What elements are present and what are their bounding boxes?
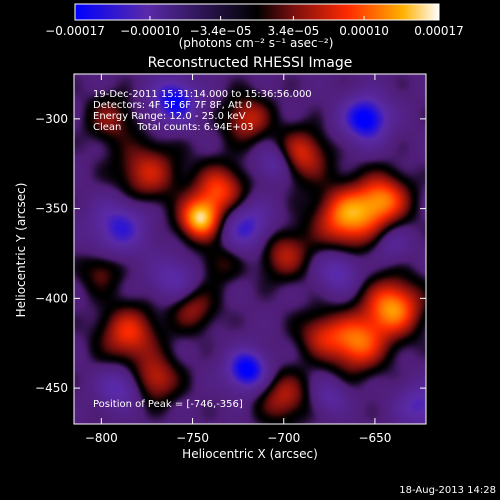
y-axis-label: Heliocentric Y (arcsec) (14, 183, 28, 318)
colorbar-tick-label: 3.4e−05 (268, 24, 320, 38)
peak-position-label: Position of Peak = [-746,-356] (93, 399, 243, 410)
colorbar-tick-label: −3.4e−05 (190, 24, 252, 38)
colorbar-ticks: −0.00017 −0.00010 −3.4e−05 3.4e−05 0.00010 0.… (45, 16, 464, 38)
y-tick-label: −300 (35, 112, 68, 126)
annotation-time-range: 19-Dec-2011 15:31:14.000 to 15:36:56.000 (93, 89, 312, 100)
x-tick-label: −800 (85, 431, 118, 445)
y-tick-label: −450 (35, 381, 68, 395)
chart-title: Reconstructed RHESSI Image (148, 55, 353, 71)
footer-timestamp: 18-Aug-2013 14:28 (399, 485, 496, 496)
x-tick-label: −750 (176, 431, 209, 445)
annotation-detectors: Detectors: 4F 5F 6F 7F 8F, Att 0 (93, 100, 252, 111)
annotation-clean-counts: Clean Total counts: 6.94E+03 (93, 122, 253, 133)
colorbar: −0.00017 −0.00010 −3.4e−05 3.4e−05 0.00010 0.… (45, 3, 464, 50)
y-axis-ticks: −300 −350 −400 −450 (35, 112, 426, 395)
annotation-energy-range: Energy Range: 12.0 - 25.0 keV (93, 111, 246, 122)
x-axis-ticks: −800 −750 −700 −650 (85, 74, 391, 445)
x-tick-label: −650 (358, 431, 391, 445)
plot-area: 19-Dec-2011 15:31:14.000 to 15:36:56.000… (35, 73, 427, 445)
annotation-block: 19-Dec-2011 15:31:14.000 to 15:36:56.000… (93, 89, 312, 133)
x-axis-label: Heliocentric X (arcsec) (182, 447, 318, 461)
y-tick-label: −350 (35, 202, 68, 216)
y-tick-label: −400 (35, 291, 68, 305)
plot-frame (73, 73, 427, 425)
colorbar-frame (74, 3, 440, 21)
colorbar-tick-label: 0.00017 (414, 24, 464, 38)
colorbar-tick-label: −0.00017 (45, 24, 105, 38)
colorbar-gradient (75, 4, 439, 20)
colorbar-tick-label: −0.00010 (120, 24, 180, 38)
colorbar-tick-label: 0.00010 (339, 24, 389, 38)
colorbar-units: (photons cm⁻² s⁻¹ asec⁻²) (179, 36, 334, 50)
heatmap-image (74, 74, 426, 424)
x-tick-label: −700 (267, 431, 300, 445)
